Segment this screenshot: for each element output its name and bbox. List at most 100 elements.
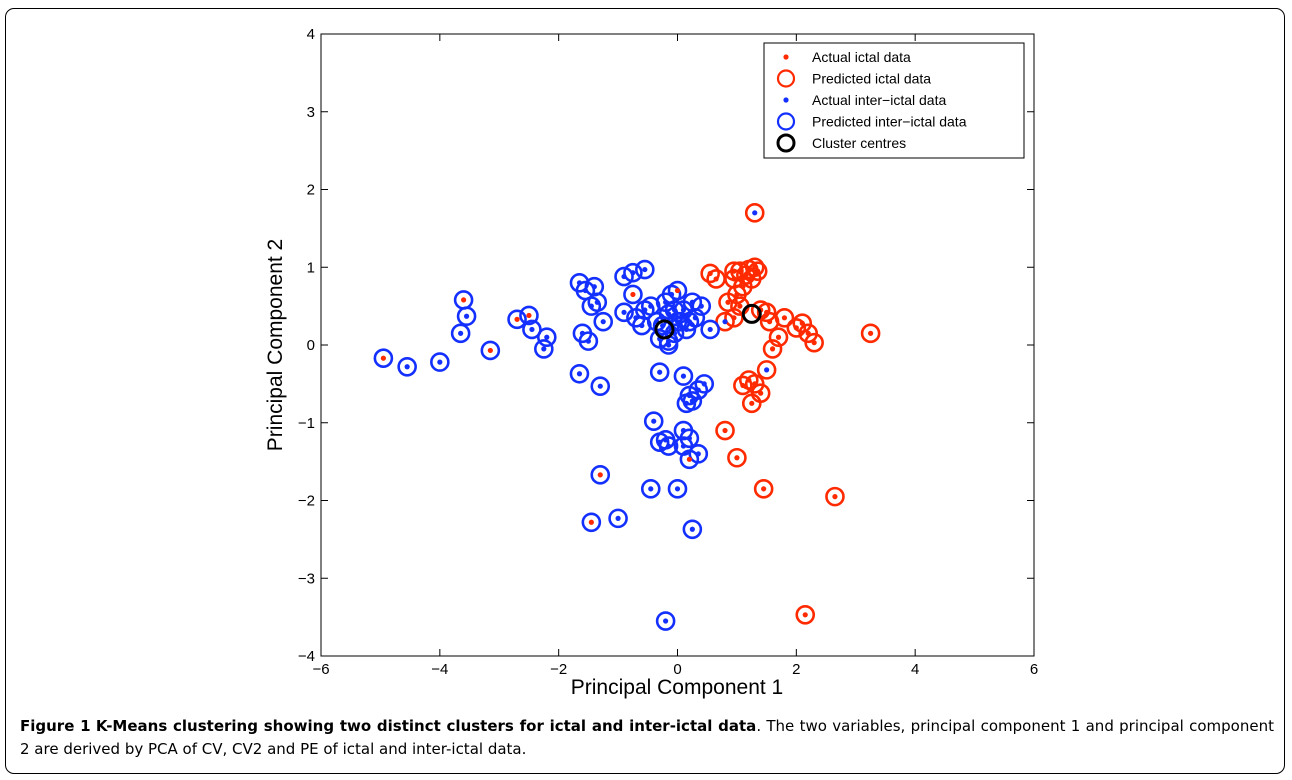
actual-marker	[663, 618, 669, 624]
x-tick-label: 0	[673, 661, 681, 678]
legend-label: Cluster centres	[812, 135, 906, 151]
actual-marker	[737, 303, 743, 309]
predicted-marker	[655, 430, 676, 450]
predicted-marker	[569, 363, 590, 384]
y-tick-label: 4	[307, 26, 315, 43]
y-tick-label: −2	[298, 493, 315, 510]
actual-marker	[600, 319, 606, 325]
predicted-marker	[747, 261, 768, 281]
predicted-marker	[706, 269, 726, 289]
predicted-marker	[768, 327, 789, 348]
x-tick-label: −4	[431, 661, 448, 678]
actual-marker	[648, 486, 654, 492]
predicted-marker	[667, 479, 688, 499]
predicted-marker	[679, 311, 700, 332]
actual-marker	[752, 210, 758, 216]
figure-caption: Figure 1 K-Means clustering showing two …	[20, 715, 1274, 761]
actual-marker	[597, 472, 603, 478]
predicted-marker	[456, 306, 477, 327]
y-tick-label: 1	[307, 259, 315, 276]
predicted-marker	[718, 292, 738, 313]
actual-marker	[657, 369, 663, 375]
predicted-marker	[623, 262, 643, 283]
y-tick-label: −3	[298, 570, 315, 587]
actual-marker	[642, 266, 648, 273]
predicted-marker	[430, 352, 450, 372]
actual-marker	[761, 486, 767, 492]
actual-marker	[698, 303, 704, 309]
predicted-marker	[860, 323, 881, 344]
actual-marker	[597, 383, 603, 389]
x-axis-label: Principal Component 1	[571, 676, 783, 699]
predicted-marker	[679, 449, 700, 470]
actual-marker	[639, 322, 645, 329]
actual-marker	[755, 268, 761, 274]
actual-marker	[781, 315, 788, 321]
predicted-marker	[756, 360, 777, 380]
actual-marker	[793, 325, 799, 331]
actual-marker	[660, 322, 666, 329]
caption-text: . The two variables, principal component…	[20, 717, 1274, 758]
predicted-marker	[724, 261, 744, 281]
actual-marker	[458, 330, 464, 336]
predicted-marker	[682, 519, 703, 540]
cluster-centre-marker	[741, 303, 762, 324]
predicted-marker	[694, 374, 715, 394]
predicted-marker	[733, 375, 753, 396]
predicted-marker	[664, 300, 685, 320]
predicted-marker	[762, 339, 783, 359]
predicted-marker	[673, 366, 694, 386]
predicted-marker	[614, 302, 634, 323]
predicted-marker	[587, 292, 608, 313]
actual-marker	[665, 338, 672, 344]
predicted-marker	[614, 266, 634, 287]
figure-frame	[5, 8, 1285, 774]
x-tick-label: 4	[911, 661, 919, 678]
caption-title: K-Means clustering showing two distinct …	[95, 717, 757, 735]
actual-marker	[769, 346, 776, 352]
legend-ring-marker	[776, 112, 796, 131]
predicted-marker	[727, 447, 747, 468]
actual-marker	[651, 418, 657, 424]
actual-marker	[674, 287, 681, 294]
predicted-marker	[741, 393, 762, 414]
actual-marker	[576, 371, 583, 377]
legend-label: Actual ictal data	[812, 49, 911, 65]
predicted-marker	[534, 339, 554, 359]
actual-marker	[585, 338, 591, 344]
predicted-marker	[450, 323, 471, 344]
predicted-marker	[578, 331, 599, 351]
legend-ring-marker	[776, 69, 796, 88]
actual-marker	[529, 326, 535, 333]
actual-marker	[514, 316, 520, 322]
x-tick-label: 2	[792, 661, 800, 678]
predicted-marker	[608, 508, 628, 529]
predicted-marker	[750, 300, 771, 320]
actual-marker	[832, 494, 838, 500]
predicted-marker	[753, 479, 774, 499]
y-tick-label: 0	[307, 337, 315, 354]
predicted-marker	[593, 311, 614, 332]
actual-marker	[404, 364, 410, 370]
actual-marker	[713, 276, 719, 282]
predicted-marker	[590, 376, 611, 397]
actual-marker	[463, 313, 470, 319]
actual-marker	[665, 342, 672, 348]
legend-label: Predicted ictal data	[812, 71, 931, 87]
actual-marker	[805, 330, 811, 336]
actual-marker	[487, 347, 493, 354]
predicted-marker	[373, 348, 394, 369]
legend-ring-marker	[776, 133, 796, 153]
actual-marker	[544, 334, 550, 340]
predicted-marker	[480, 340, 501, 361]
predicted-marker	[581, 512, 602, 533]
actual-marker	[461, 297, 467, 303]
actual-marker	[588, 519, 594, 525]
predicted-marker	[700, 263, 720, 284]
legend-label: Actual inter−ictal data	[812, 92, 946, 108]
actual-marker	[731, 268, 737, 274]
actual-marker	[802, 612, 808, 618]
predicted-marker	[691, 296, 712, 316]
